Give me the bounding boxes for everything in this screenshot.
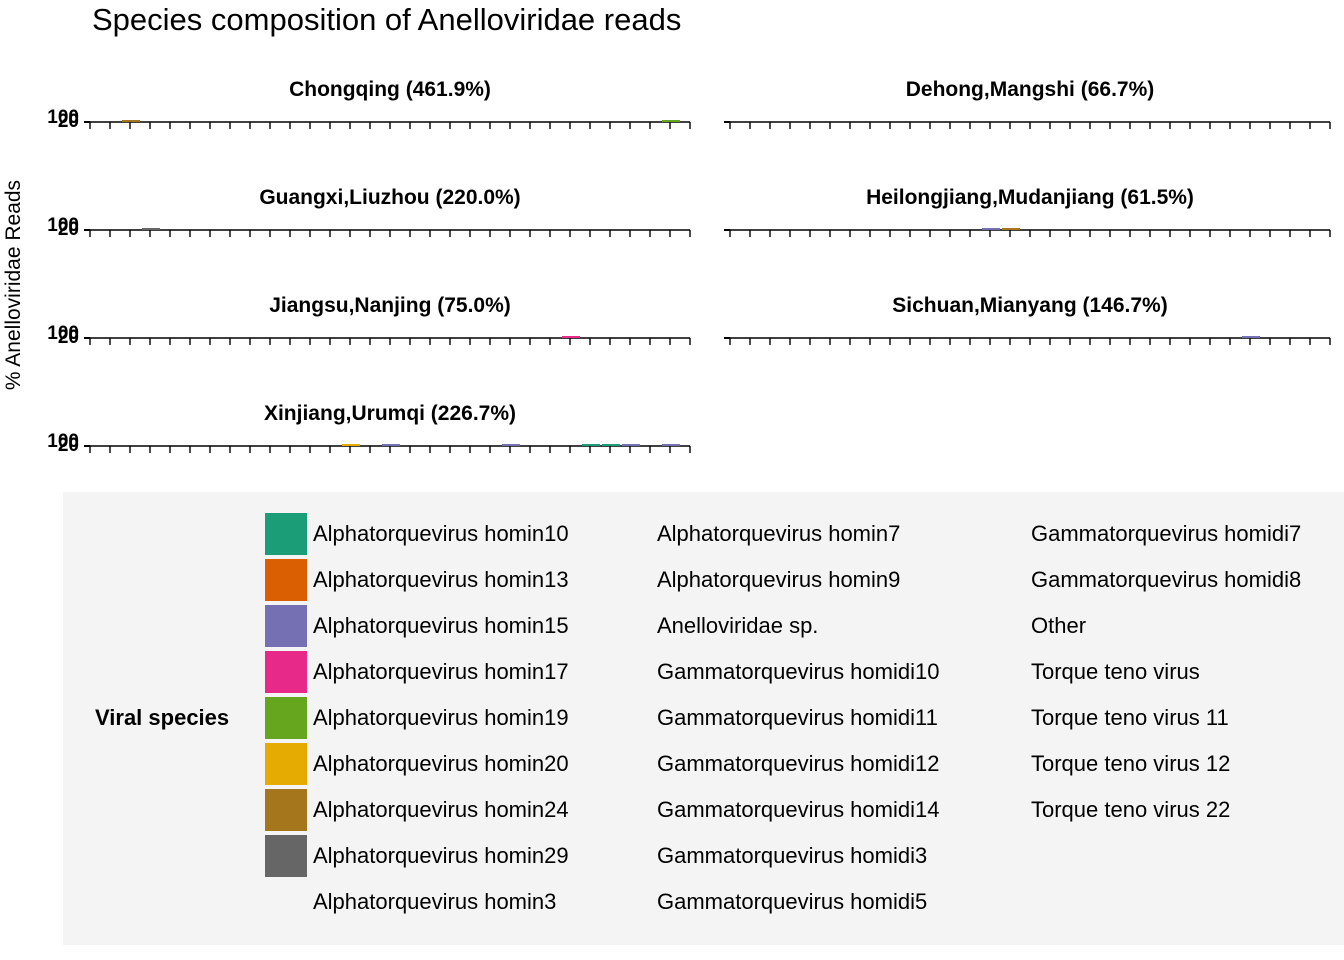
panel-plot <box>84 120 691 129</box>
y-tick-label: 20 <box>57 327 79 348</box>
legend-label: Alphatorquevirus homin17 <box>313 659 569 684</box>
y-tick-label: 100 <box>47 215 79 236</box>
legend: Viral species Alphatorquevirus homin10 Al… <box>63 492 1344 945</box>
legend-label: Alphatorquevirus homin29 <box>313 843 569 868</box>
panel-dehong: Dehong,Mangshi (66.7%) <box>724 78 1331 148</box>
legend-label: Alphatorquevirus homin9 <box>657 567 901 592</box>
legend-label: Alphatorquevirus homin15 <box>313 613 569 638</box>
legend-label: Gammatorquevirus homidi3 <box>657 843 928 868</box>
legend-label: Alphatorquevirus homin19 <box>313 705 569 730</box>
legend-label: Alphatorquevirus homin7 <box>657 521 901 546</box>
bar <box>602 444 620 446</box>
y-tick-label: 100 <box>47 431 79 452</box>
legend-key <box>265 835 307 877</box>
panel-title: Chongqing (461.9%) <box>289 78 491 101</box>
bar <box>982 228 1000 230</box>
y-axis-label: % Anelloviridae Reads <box>2 179 25 391</box>
legend-label: Torque teno virus 11 <box>1031 705 1229 730</box>
y-tick-label: 20 <box>57 111 79 132</box>
bar <box>122 120 140 122</box>
panel-sichuan: Sichuan,Mianyang (146.7%) <box>724 294 1331 364</box>
legend-key <box>265 743 307 785</box>
bar <box>622 444 640 446</box>
legend-title: Viral species <box>95 705 230 730</box>
legend-key <box>265 697 307 739</box>
bar <box>662 444 680 446</box>
panel-title: Xinjiang,Urumqi (226.7%) <box>263 402 517 425</box>
legend-label: Other <box>1031 613 1087 638</box>
legend-key <box>265 651 307 693</box>
legend-label: Gammatorquevirus homidi12 <box>657 751 940 776</box>
bar <box>142 228 160 230</box>
legend-label: Alphatorquevirus homin3 <box>313 889 557 914</box>
chart-title: Species composition of Anelloviridae rea… <box>92 2 682 37</box>
panel-jiangsu: Jiangsu,Nanjing (75.0%) 100 20 <box>47 294 691 364</box>
legend-label: Gammatorquevirus homidi5 <box>657 889 928 914</box>
legend-label: Alphatorquevirus homin13 <box>313 567 569 592</box>
panel-xinjiang: Xinjiang,Urumqi (226.7%) 100 20 <box>47 402 691 472</box>
panel-plot <box>84 336 691 345</box>
panel-plot <box>724 228 1331 237</box>
bar <box>342 444 360 446</box>
bar <box>582 444 600 446</box>
y-tick-label: 100 <box>47 323 79 344</box>
bar <box>502 444 520 446</box>
legend-label: Gammatorquevirus homidi11 <box>657 705 938 730</box>
legend-label: Torque teno virus 22 <box>1031 797 1231 822</box>
legend-label: Alphatorquevirus homin20 <box>313 751 569 776</box>
panel-guangxi: Guangxi,Liuzhou (220.0%) 100 20 <box>47 186 691 256</box>
panel-title: Guangxi,Liuzhou (220.0%) <box>259 186 521 209</box>
legend-key <box>265 559 307 601</box>
bar <box>662 120 680 122</box>
legend-label: Gammatorquevirus homidi14 <box>657 797 940 822</box>
legend-key <box>265 513 307 555</box>
bar <box>1242 336 1260 338</box>
legend-label: Gammatorquevirus homidi8 <box>1031 567 1302 592</box>
bar <box>382 444 400 446</box>
panel-plot <box>84 444 691 453</box>
legend-label: Anelloviridae sp. <box>657 613 819 638</box>
legend-label: Torque teno virus <box>1031 659 1200 684</box>
legend-key <box>265 789 307 831</box>
panel-plot <box>724 336 1331 345</box>
panel-title: Sichuan,Mianyang (146.7%) <box>892 294 1168 317</box>
panel-title: Dehong,Mangshi (66.7%) <box>905 78 1155 101</box>
legend-key <box>265 605 307 647</box>
panel-title: Jiangsu,Nanjing (75.0%) <box>269 294 511 317</box>
panel-chongqing: Chongqing (461.9%) 100 20 <box>47 78 691 148</box>
legend-label: Gammatorquevirus homidi10 <box>657 659 940 684</box>
bar <box>1002 228 1020 230</box>
panel-plot <box>84 228 691 237</box>
y-tick-label: 20 <box>57 435 79 456</box>
legend-label: Alphatorquevirus homin24 <box>313 797 569 822</box>
bar <box>562 336 580 338</box>
y-tick-label: 100 <box>47 107 79 128</box>
panel-heilongjiang: Heilongjiang,Mudanjiang (61.5%) <box>724 186 1331 256</box>
legend-label: Alphatorquevirus homin10 <box>313 521 569 546</box>
panel-plot <box>724 121 1331 129</box>
panel-title: Heilongjiang,Mudanjiang (61.5%) <box>866 186 1194 209</box>
legend-label: Gammatorquevirus homidi7 <box>1031 521 1302 546</box>
y-tick-label: 20 <box>57 219 79 240</box>
legend-label: Torque teno virus 12 <box>1031 751 1231 776</box>
